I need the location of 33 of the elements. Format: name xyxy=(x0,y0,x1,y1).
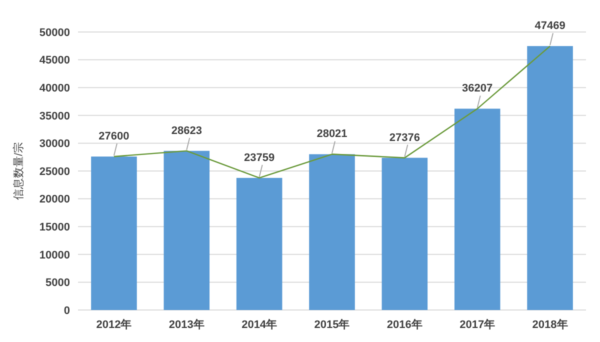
bar xyxy=(309,154,355,310)
x-tick-label: 2012年 xyxy=(96,318,132,331)
bar xyxy=(91,156,137,310)
x-tick-label: 2013年 xyxy=(168,318,204,331)
y-tick-label: 0 xyxy=(64,304,70,317)
data-label: 36207 xyxy=(462,82,493,95)
x-tick-label: 2015年 xyxy=(314,318,350,331)
data-label: 23759 xyxy=(244,152,275,164)
y-tick-label: 45000 xyxy=(39,54,70,67)
y-tick-label: 30000 xyxy=(39,138,70,150)
data-label: 27376 xyxy=(389,132,420,144)
data-label: 27600 xyxy=(98,130,130,143)
bar xyxy=(164,150,210,310)
data-label: 47469 xyxy=(534,20,566,32)
data-label: 28623 xyxy=(171,124,202,137)
y-tick-label: 35000 xyxy=(39,110,70,122)
bar xyxy=(382,158,428,310)
x-tick-label: 2016年 xyxy=(386,318,422,331)
x-tick-label: 2017年 xyxy=(460,318,496,331)
y-tick-label: 15000 xyxy=(39,221,70,234)
data-label: 28021 xyxy=(316,128,348,140)
x-tick-label: 2018年 xyxy=(532,318,568,331)
bar xyxy=(236,178,282,310)
y-tick-label: 50000 xyxy=(39,26,70,39)
bar xyxy=(454,108,500,310)
y-tick-label: 10000 xyxy=(39,249,70,262)
y-axis-title: 信息数量/宗 xyxy=(12,142,25,200)
y-tick-label: 20000 xyxy=(39,194,70,206)
y-tick-label: 25000 xyxy=(39,166,70,178)
bar xyxy=(527,46,573,310)
x-tick-label: 2014年 xyxy=(242,318,278,331)
y-tick-label: 40000 xyxy=(39,82,70,94)
y-tick-label: 5000 xyxy=(46,277,70,290)
